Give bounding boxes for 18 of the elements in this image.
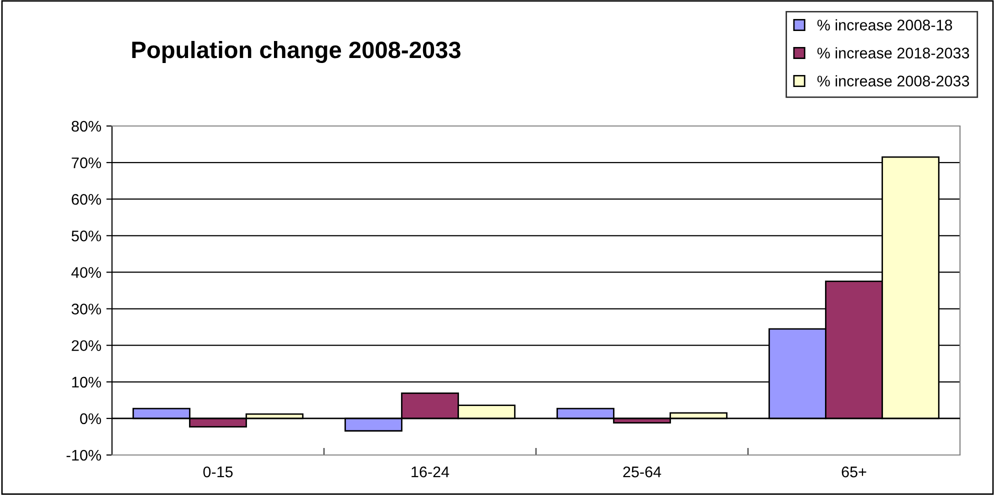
y-tick-label: 30% — [72, 304, 102, 314]
y-tick-label: 80% — [72, 120, 102, 132]
legend-label: % increase 2008-2033 — [817, 75, 970, 86]
y-tick-label: 0% — [80, 413, 102, 424]
y-tick-label: 70% — [72, 157, 102, 168]
y-tick-label: 20% — [72, 340, 102, 352]
x-tick-label: 65+ — [842, 466, 866, 478]
x-tick-label: 16-24 — [412, 466, 450, 478]
y-tick-label: 50% — [72, 230, 102, 242]
legend-label: % increase 2018-2033 — [817, 47, 970, 58]
y-tick-label: 60% — [72, 194, 102, 205]
legend-label: % increase 2008-18 — [817, 19, 952, 30]
x-tick-label: 25-64 — [623, 466, 662, 478]
chart-title: Population change 2008-2033 — [132, 40, 460, 64]
y-tick-label: 40% — [71, 267, 102, 278]
y-tick-label: 10% — [72, 376, 102, 388]
x-tick-label: 0-15 — [203, 466, 233, 478]
y-tick-label: -10% — [66, 450, 102, 461]
